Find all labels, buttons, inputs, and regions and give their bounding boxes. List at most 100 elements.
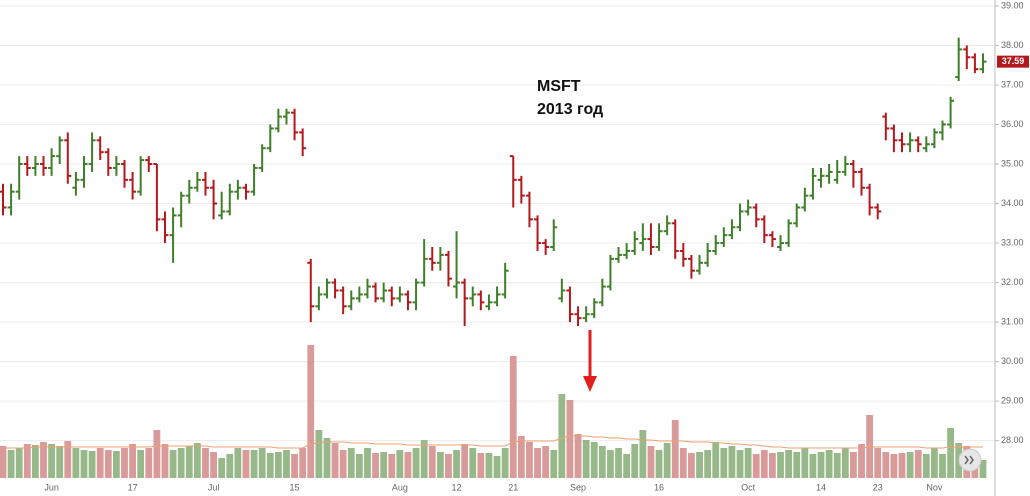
volume-bar bbox=[728, 446, 736, 478]
x-tick-label: 17 bbox=[128, 482, 138, 492]
volume-bar bbox=[258, 448, 266, 478]
y-tick-label: 37.00 bbox=[1001, 79, 1024, 89]
volume-bar bbox=[493, 456, 501, 478]
volume-bar bbox=[679, 448, 687, 478]
x-tick-label: Sep bbox=[570, 482, 586, 492]
volume-bar bbox=[477, 453, 485, 478]
volume-bar bbox=[372, 453, 379, 478]
x-tick-label: 15 bbox=[290, 482, 300, 492]
volume-bar bbox=[88, 451, 96, 478]
volume-bar bbox=[266, 453, 274, 478]
x-tick-label: 14 bbox=[816, 482, 826, 492]
volume-bar bbox=[574, 434, 582, 478]
x-tick-label: 16 bbox=[654, 482, 664, 492]
volume-bar bbox=[582, 440, 590, 478]
volume-bar bbox=[193, 443, 201, 478]
volume-bar bbox=[769, 453, 776, 478]
volume-bar bbox=[809, 454, 817, 478]
volume-ma-line bbox=[3, 435, 983, 449]
volume-bar bbox=[48, 444, 55, 478]
annotation: 2013 год bbox=[537, 101, 603, 118]
volume-bar bbox=[137, 450, 145, 478]
volume-bar bbox=[566, 400, 574, 478]
volume-bar bbox=[218, 458, 226, 478]
volume-bar bbox=[631, 444, 639, 478]
volume-bar bbox=[161, 444, 169, 478]
volume-bar bbox=[445, 454, 452, 478]
volume-bar bbox=[890, 454, 898, 478]
volume-bar bbox=[177, 448, 185, 478]
x-tick-label: Jun bbox=[44, 482, 59, 492]
volume-bar bbox=[453, 450, 460, 478]
volume-bar bbox=[412, 448, 420, 478]
volume-bar bbox=[242, 450, 250, 478]
volume-bar bbox=[882, 452, 890, 478]
x-tick-label: 23 bbox=[873, 482, 883, 492]
volume-bar bbox=[744, 448, 752, 478]
volume-bar bbox=[874, 448, 882, 478]
volume-bar bbox=[56, 446, 64, 478]
volume-bar bbox=[542, 446, 550, 478]
scroll-button[interactable] bbox=[958, 448, 982, 472]
volume-bar bbox=[825, 450, 833, 478]
arrow bbox=[583, 330, 597, 392]
volume-bar bbox=[550, 450, 558, 478]
volume-bar bbox=[291, 454, 298, 478]
volume-bar bbox=[428, 446, 436, 478]
volume-bar bbox=[129, 444, 136, 478]
volume-bar bbox=[7, 450, 15, 478]
x-tick-label: Nov bbox=[926, 482, 943, 492]
volume-bar bbox=[80, 450, 88, 478]
volume-bar bbox=[598, 446, 606, 478]
y-tick-label: 28.00 bbox=[1001, 435, 1024, 445]
volume-bar bbox=[777, 452, 784, 478]
volume-bar bbox=[420, 440, 428, 478]
volume-bar bbox=[185, 446, 193, 478]
volume-bar bbox=[436, 452, 444, 478]
volume-bar bbox=[858, 444, 865, 478]
y-tick-label: 39.00 bbox=[1001, 0, 1024, 10]
volume-bar bbox=[850, 452, 857, 478]
volume-bar bbox=[509, 356, 517, 478]
volume-bar bbox=[23, 444, 31, 478]
volume-bar bbox=[922, 454, 930, 478]
y-tick-label: 35.00 bbox=[1001, 158, 1024, 168]
volume-bar bbox=[380, 452, 388, 478]
volume-bar bbox=[501, 448, 509, 478]
volume-bar bbox=[72, 448, 80, 478]
volume-bar bbox=[671, 420, 679, 478]
x-tick-label: Oct bbox=[741, 482, 756, 492]
volume-bar bbox=[906, 452, 914, 478]
volume-bar bbox=[696, 452, 703, 478]
volume-bar bbox=[841, 448, 849, 478]
volume-bar bbox=[760, 450, 768, 478]
volume-bar bbox=[31, 445, 39, 478]
scroll-button-circle[interactable] bbox=[958, 448, 982, 472]
volume-bar bbox=[145, 448, 153, 478]
volume-bar bbox=[655, 450, 663, 478]
x-tick-label: 12 bbox=[452, 482, 462, 492]
volume-bar bbox=[364, 448, 371, 478]
volume-bar bbox=[817, 452, 825, 478]
volume-bar bbox=[469, 448, 477, 478]
price-layer bbox=[0, 37, 987, 327]
volume-bar bbox=[931, 448, 938, 478]
volume-bar bbox=[558, 394, 566, 478]
volume-bar bbox=[96, 448, 104, 478]
volume-bar bbox=[793, 452, 801, 478]
volume-bar bbox=[40, 442, 47, 478]
volume-bar bbox=[307, 345, 315, 478]
y-tick-label: 34.00 bbox=[1001, 198, 1024, 208]
volume-bar bbox=[615, 448, 622, 478]
volume-bar bbox=[299, 448, 307, 478]
volume-bar bbox=[202, 448, 209, 478]
arrow-head bbox=[583, 376, 597, 392]
volume-bar bbox=[388, 454, 396, 478]
volume-bar bbox=[947, 428, 955, 478]
y-tick-label: 32.00 bbox=[1001, 277, 1024, 287]
x-tick-label: 21 bbox=[508, 482, 518, 492]
volume-bar bbox=[720, 448, 728, 478]
volume-bar bbox=[396, 450, 404, 478]
volume-bar bbox=[898, 453, 906, 478]
